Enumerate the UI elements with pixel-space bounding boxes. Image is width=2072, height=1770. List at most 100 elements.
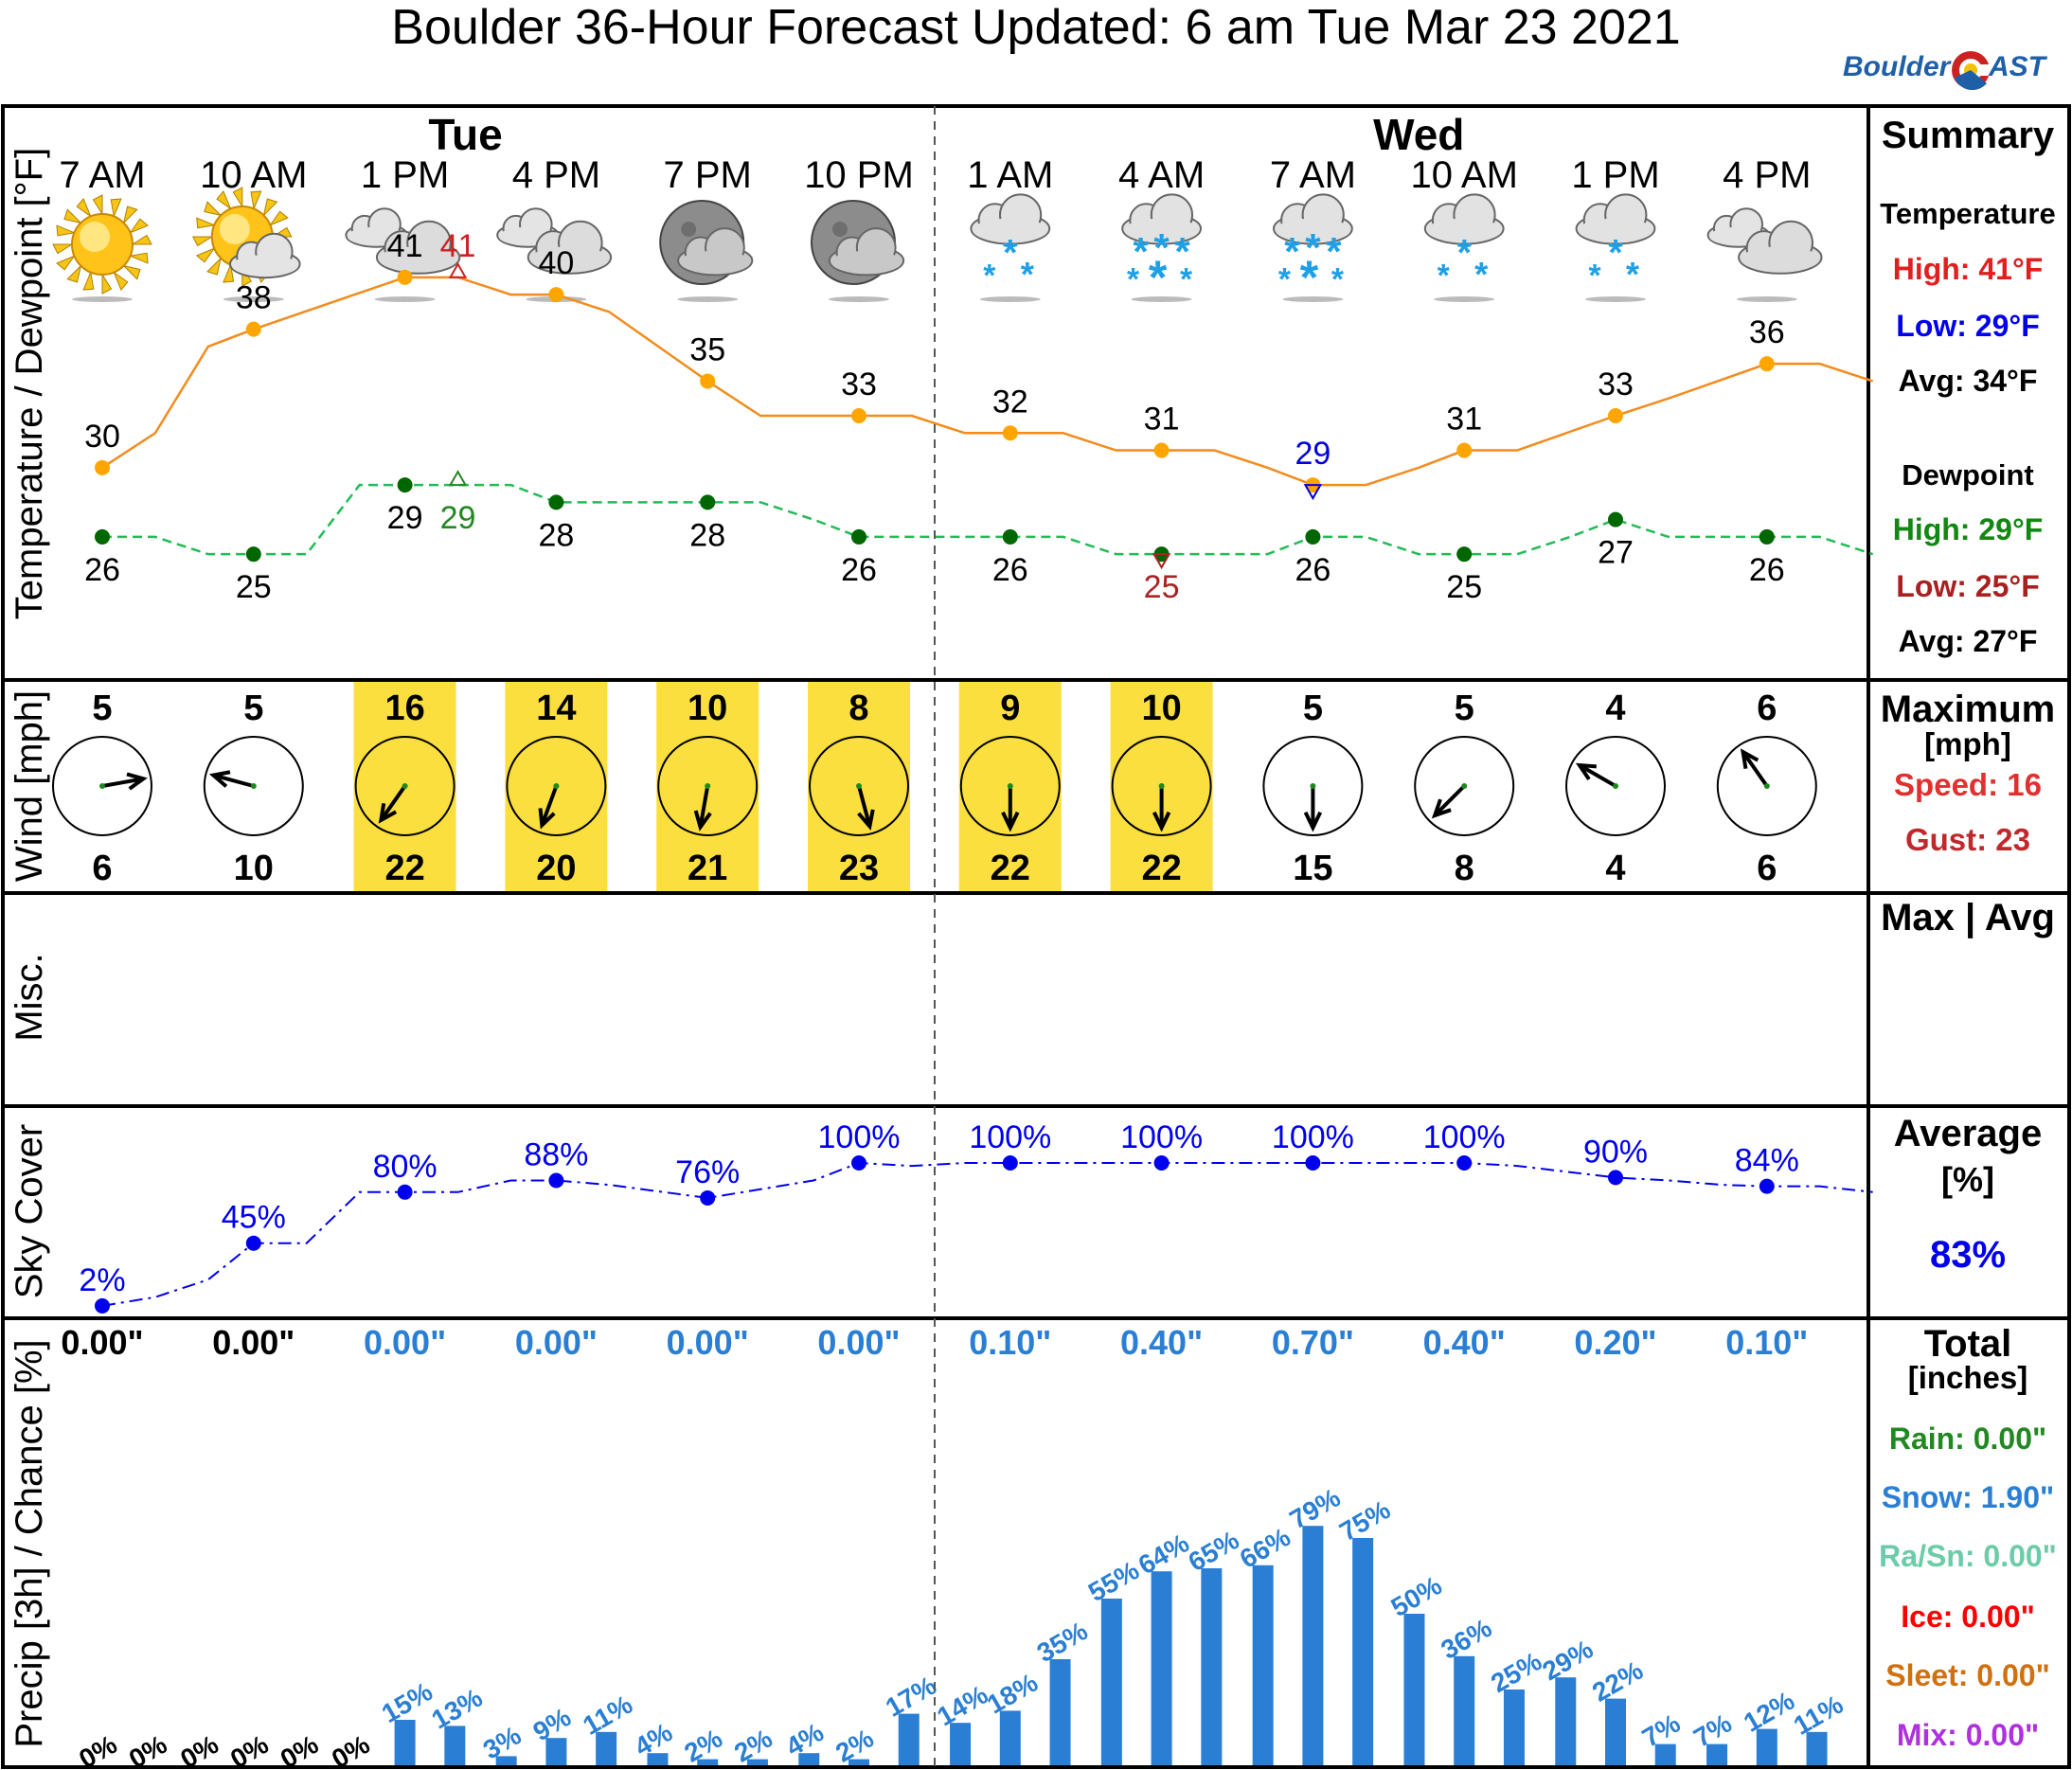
dewpoint-high-marker bbox=[448, 470, 468, 487]
wind-speed: 5 bbox=[1455, 688, 1474, 728]
summary-temp-high: High: 41°F bbox=[1893, 252, 2044, 286]
time-label-1: 10 AM bbox=[200, 154, 307, 196]
temperature-label: 35 bbox=[689, 331, 725, 367]
dewpoint-label: 26 bbox=[1749, 552, 1785, 588]
wind-dial bbox=[809, 736, 909, 836]
temperature-point bbox=[1759, 356, 1775, 372]
weather-icons: ** ** * ** * ** * ** * *** *** * bbox=[52, 187, 1823, 304]
precip-chance-label: 4% bbox=[780, 1717, 829, 1761]
sun-ray bbox=[204, 201, 223, 217]
wind-dial bbox=[1716, 736, 1817, 836]
dewpoint-point bbox=[95, 528, 110, 545]
dewpoint-point bbox=[548, 494, 564, 510]
dewpoint-label: 26 bbox=[841, 552, 877, 588]
wind-arrow-head bbox=[378, 802, 398, 824]
sun-ray bbox=[131, 234, 152, 245]
precip-bar bbox=[1201, 1568, 1223, 1765]
wind-gust: 23 bbox=[839, 849, 879, 888]
precip-amount: 0.00" bbox=[61, 1323, 143, 1362]
wind-dial bbox=[52, 736, 152, 836]
summary-sky-title: Average bbox=[1894, 1113, 2042, 1154]
time-label-9: 10 AM bbox=[1410, 154, 1517, 196]
sky-cover-label: 100% bbox=[1120, 1119, 1203, 1155]
wind-dial bbox=[203, 736, 304, 836]
sky-cover-label: 45% bbox=[222, 1200, 286, 1236]
sun-ray bbox=[250, 190, 262, 211]
precip-axis-label: Precip [3h] / Chance [%] bbox=[9, 1339, 50, 1747]
sky-cover-point bbox=[245, 1235, 261, 1251]
sun-ray bbox=[196, 217, 217, 229]
precip-chance-label: 2% bbox=[729, 1724, 777, 1768]
sky-axis-label: Sky Cover bbox=[9, 1124, 50, 1299]
snowflake: * bbox=[1608, 233, 1623, 274]
summary-temp-low: Low: 29°F bbox=[1896, 309, 2039, 343]
sun-ray bbox=[63, 208, 82, 224]
precip-amount: 0.00" bbox=[212, 1323, 295, 1362]
wind-speed: 10 bbox=[1141, 688, 1181, 728]
snow-light-icon: ** * bbox=[1575, 193, 1656, 302]
snowflake: * bbox=[1331, 262, 1345, 297]
wind-arrow bbox=[857, 785, 872, 828]
dewpoint-label: 25 bbox=[1446, 569, 1482, 605]
dewpoint-label: 26 bbox=[1295, 552, 1331, 588]
sky-cover-point bbox=[1305, 1155, 1321, 1171]
precip-bar bbox=[1756, 1728, 1777, 1765]
wind-speed: 16 bbox=[384, 688, 424, 728]
precip-bar bbox=[1352, 1538, 1374, 1765]
cloud-fill bbox=[679, 250, 751, 274]
snowflake: * bbox=[1278, 262, 1292, 297]
precip-bar bbox=[1503, 1690, 1525, 1765]
precip-amount: 0.40" bbox=[1423, 1323, 1506, 1362]
wind-dial-center bbox=[1613, 783, 1618, 789]
wind-dial-center bbox=[250, 783, 257, 789]
dewpoint-low-marker bbox=[1152, 553, 1171, 570]
snowflake: * bbox=[1127, 262, 1140, 297]
cloud-fill bbox=[231, 255, 298, 277]
precip-bar bbox=[1605, 1698, 1626, 1765]
temperature-label: 30 bbox=[84, 419, 120, 455]
summary-wind-gust: Gust: 23 bbox=[1905, 822, 2030, 857]
dewpoint-low-value: 25 bbox=[1144, 569, 1180, 605]
dewpoint-label: 29 bbox=[387, 500, 423, 536]
sun-ray bbox=[223, 262, 235, 283]
wind-speed: 8 bbox=[848, 688, 868, 728]
wind-gust: 22 bbox=[384, 849, 424, 888]
summary-dew-low: Low: 25°F bbox=[1896, 569, 2039, 603]
wind-gust: 22 bbox=[1141, 849, 1181, 888]
dewpoint-point bbox=[700, 494, 716, 510]
dewpoint-point bbox=[397, 477, 413, 493]
time-label-7: 4 AM bbox=[1118, 154, 1205, 196]
snowflake: * bbox=[1457, 233, 1473, 274]
summary-column: Summary Temperature High: 41°F Low: 29°F… bbox=[1879, 115, 2057, 1752]
time-label-4: 7 PM bbox=[664, 154, 752, 196]
wind-gust: 10 bbox=[234, 849, 274, 888]
dewpoint-label: 27 bbox=[1598, 535, 1634, 571]
wind-arrow-head bbox=[1431, 798, 1452, 819]
day-label-1: Wed bbox=[1373, 110, 1464, 159]
precip-chance-label: 0% bbox=[124, 1729, 172, 1770]
precip-amount: 0.10" bbox=[1725, 1323, 1808, 1362]
cloud-fill bbox=[1741, 246, 1820, 272]
wind-arrow bbox=[540, 785, 559, 827]
temperature-label: 31 bbox=[1144, 402, 1180, 438]
wind-dial-center bbox=[1763, 783, 1770, 789]
icon-shadow bbox=[374, 296, 436, 302]
sun-ray bbox=[129, 218, 149, 234]
precip-amount: 0.20" bbox=[1574, 1323, 1656, 1362]
time-labels: 7 AM 10 AM 1 PM 4 PM 7 PM 10 PM 1 AM 4 AM 7 AM 10… bbox=[59, 154, 1811, 196]
precip-chance-label: 0% bbox=[327, 1729, 375, 1770]
precip-bar bbox=[746, 1759, 768, 1765]
precip-bar bbox=[1403, 1614, 1425, 1765]
wind-arrow-head bbox=[693, 810, 712, 831]
precip-bar bbox=[647, 1753, 669, 1765]
bouldercast-logo: Boulder AST bbox=[1843, 45, 2061, 95]
sky-cover-label: 100% bbox=[818, 1119, 901, 1155]
sky-cover-label: 84% bbox=[1735, 1143, 1799, 1179]
wind-speed: 4 bbox=[1605, 688, 1625, 728]
moon-crater bbox=[681, 222, 697, 237]
wind-speed: 5 bbox=[243, 688, 263, 728]
wind-arrow-head bbox=[1575, 762, 1597, 781]
precip-bar bbox=[999, 1710, 1021, 1765]
wind-dial bbox=[657, 736, 759, 836]
precip-bar bbox=[1555, 1677, 1577, 1765]
